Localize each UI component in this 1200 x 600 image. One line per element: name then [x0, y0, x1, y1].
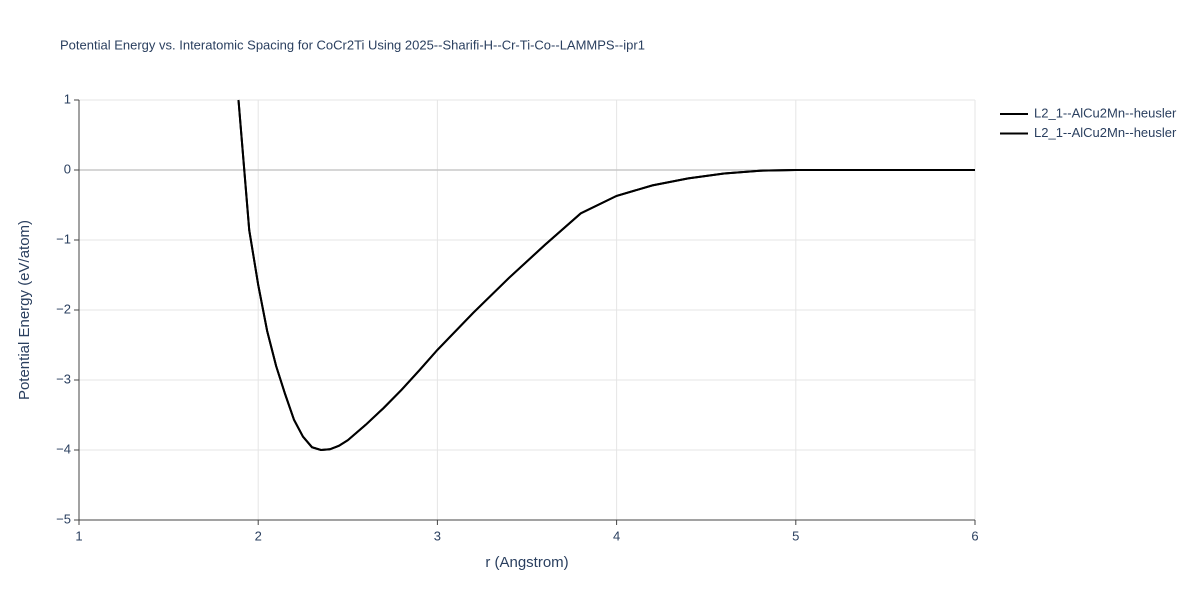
x-tick-label: 4	[613, 528, 620, 543]
y-tick-label: −2	[56, 301, 71, 316]
x-tick-label: 6	[971, 528, 978, 543]
line-series	[237, 99, 975, 452]
x-tick-label: 3	[434, 528, 441, 543]
x-tick-label: 2	[255, 528, 262, 543]
y-tick-label: −5	[56, 511, 71, 526]
y-tick-label: −1	[56, 231, 71, 246]
y-axis-title: Potential Energy (eV/atom)	[16, 220, 33, 400]
legend-label: L2_1--AlCu2Mn--heusler	[1034, 125, 1177, 140]
y-tick-label: −3	[56, 371, 71, 386]
x-tick-label: 5	[792, 528, 799, 543]
y-tick-label: 0	[64, 161, 71, 176]
y-tick-label: 1	[64, 91, 71, 106]
legend-label: L2_1--AlCu2Mn--heusler	[1034, 105, 1177, 120]
chart-title: Potential Energy vs. Interatomic Spacing…	[60, 37, 645, 52]
x-tick-label: 1	[75, 528, 82, 543]
y-tick-label: −4	[56, 441, 71, 456]
x-axis-title: r (Angstrom)	[485, 554, 568, 571]
line-series	[237, 99, 975, 452]
